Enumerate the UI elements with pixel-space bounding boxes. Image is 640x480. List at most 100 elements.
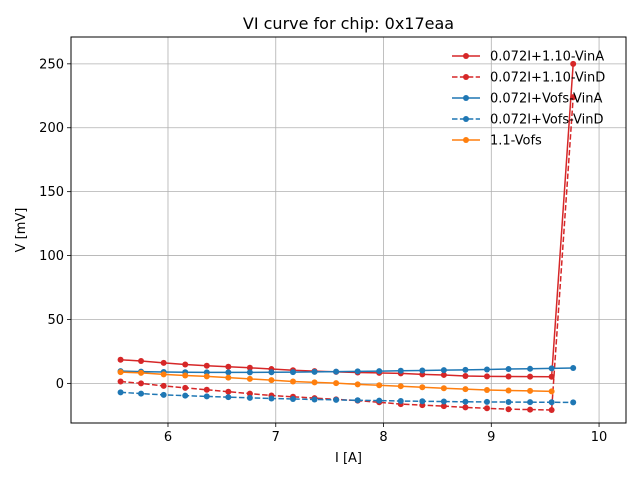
data-point [268,395,275,402]
data-point [160,391,167,398]
data-point [203,373,210,380]
data-point [527,406,534,413]
data-point [203,393,210,400]
data-point [570,399,577,406]
data-point [462,404,469,411]
y-tick-label: 50 [47,313,64,328]
x-tick-label: 9 [487,430,495,445]
series-5 [117,369,555,395]
legend-label: 1.1-Vofs [490,134,542,149]
y-tick-label: 0 [56,377,64,392]
data-point [483,366,490,373]
data-point [376,382,383,389]
y-tick-label: 250 [39,57,64,72]
data-point [397,367,404,374]
legend-item: 0.072I+1.10-VinD [452,71,605,86]
data-point [117,356,124,363]
data-point [548,373,555,380]
legend-swatch-marker [463,95,469,101]
data-point [117,369,124,376]
x-tick-label: 10 [591,430,608,445]
data-point [354,397,361,404]
data-point [160,371,167,378]
series-line [120,391,574,404]
legend-label: 0.072I+1.10-VinD [490,71,605,86]
plot-frame [70,36,627,424]
data-point [182,384,189,391]
data-point [527,387,534,394]
data-point [483,405,490,412]
data-point [419,398,426,405]
data-point [268,369,275,376]
series-line [120,97,574,411]
data-point [138,358,145,365]
data-point [548,399,555,406]
y-axis-label: V [mV] [14,208,29,253]
data-point [311,396,318,403]
data-point [117,389,124,396]
data-point [333,380,340,387]
data-point [160,382,167,389]
data-point [505,406,512,413]
data-point [462,386,469,393]
data-point [505,387,512,394]
data-point [225,369,232,376]
data-point [397,398,404,405]
data-point [225,374,232,381]
data-point [354,368,361,375]
y-tick-label: 100 [39,249,64,264]
data-point [483,373,490,380]
data-point [440,403,447,410]
x-axis-label: I [A] [335,451,362,466]
data-point [440,367,447,374]
legend-swatch-marker [463,137,469,143]
y-tick-label: 200 [39,121,64,136]
data-point [290,369,296,376]
data-point [440,385,447,392]
legend-item: 0.072I+1.10-VinA [452,50,604,65]
chart-title: VI curve for chip: 0x17eaa [243,14,454,33]
data-point [440,371,447,378]
x-tick-label: 6 [164,430,172,445]
data-point [333,368,340,375]
data-point [440,398,447,405]
data-point [483,387,490,394]
legend-swatch-marker [463,116,469,122]
data-point [182,361,189,368]
data-point [570,365,577,372]
data-point [570,94,577,101]
legend-label: 0.072I+Vofs-VinD [490,113,604,128]
data-point [182,372,189,379]
legend-label: 0.072I+1.10-VinA [490,50,604,65]
data-point [160,359,167,366]
data-point [505,373,512,380]
data-point [117,378,124,385]
legend-label: 0.072I+Vofs-VinA [490,92,603,107]
data-point [268,377,275,384]
data-point [462,372,469,379]
data-point [333,396,340,403]
data-point [376,397,383,404]
y-tick-label: 150 [39,185,64,200]
x-tick-label: 8 [379,430,387,445]
data-point [527,365,534,372]
data-point [225,394,232,401]
legend-item: 1.1-Vofs [452,134,542,149]
data-point [397,383,404,390]
legend-swatch-marker [463,53,469,59]
data-point [570,60,577,67]
data-point [203,386,210,393]
x-tick-label: 7 [272,430,280,445]
legend-swatch-marker [463,74,469,80]
data-point [548,406,555,413]
series-4 [117,389,577,406]
series-clip-group [117,60,577,413]
data-point [246,369,253,376]
data-point [246,364,253,371]
data-point [203,362,210,369]
legend-item: 0.072I+Vofs-VinA [452,92,603,107]
data-point [138,390,145,397]
plot-series [117,60,577,413]
